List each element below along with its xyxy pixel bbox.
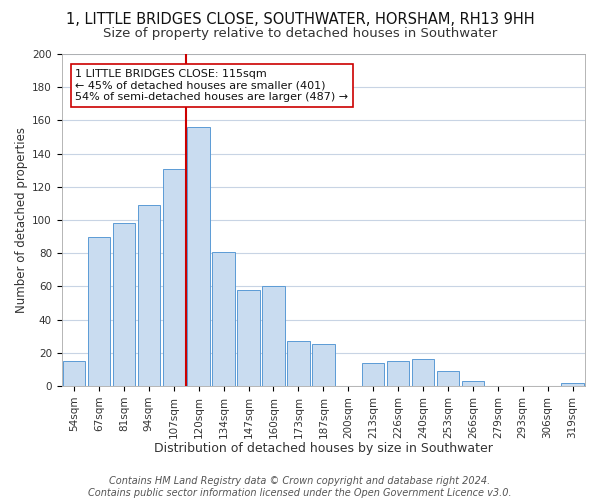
Bar: [437, 371, 459, 386]
Bar: [137, 205, 160, 386]
Bar: [63, 361, 85, 386]
Bar: [187, 127, 210, 386]
Bar: [387, 361, 409, 386]
Y-axis label: Number of detached properties: Number of detached properties: [15, 127, 28, 313]
Bar: [113, 224, 135, 386]
Bar: [163, 168, 185, 386]
Bar: [562, 382, 584, 386]
X-axis label: Distribution of detached houses by size in Southwater: Distribution of detached houses by size …: [154, 442, 493, 455]
Bar: [312, 344, 335, 386]
Bar: [212, 252, 235, 386]
Bar: [461, 381, 484, 386]
Bar: [287, 341, 310, 386]
Bar: [412, 360, 434, 386]
Bar: [362, 362, 385, 386]
Text: 1 LITTLE BRIDGES CLOSE: 115sqm
← 45% of detached houses are smaller (401)
54% of: 1 LITTLE BRIDGES CLOSE: 115sqm ← 45% of …: [76, 69, 349, 102]
Text: Size of property relative to detached houses in Southwater: Size of property relative to detached ho…: [103, 28, 497, 40]
Bar: [262, 286, 284, 386]
Bar: [88, 236, 110, 386]
Bar: [238, 290, 260, 386]
Text: Contains HM Land Registry data © Crown copyright and database right 2024.
Contai: Contains HM Land Registry data © Crown c…: [88, 476, 512, 498]
Text: 1, LITTLE BRIDGES CLOSE, SOUTHWATER, HORSHAM, RH13 9HH: 1, LITTLE BRIDGES CLOSE, SOUTHWATER, HOR…: [65, 12, 535, 28]
